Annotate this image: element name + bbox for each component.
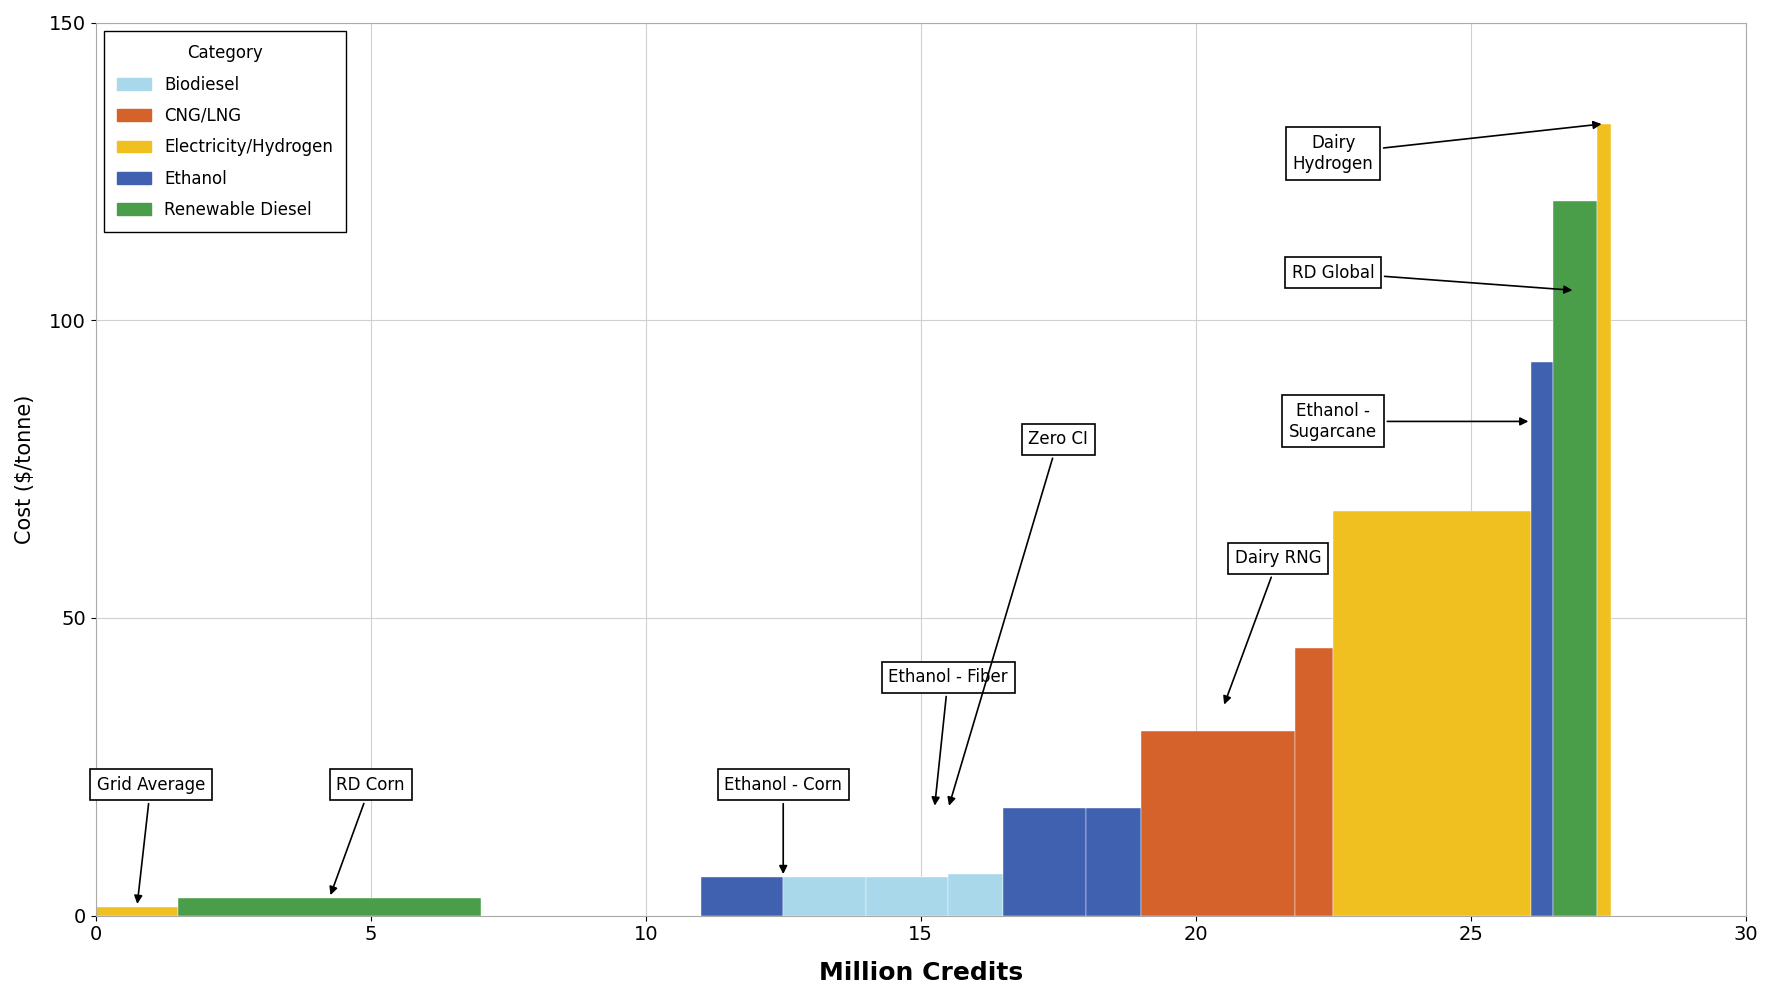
Text: Ethanol - Fiber: Ethanol - Fiber [888,668,1009,804]
Text: Dairy
Hydrogen: Dairy Hydrogen [1293,122,1599,173]
Text: RD Global: RD Global [1293,264,1571,293]
Text: Zero CI: Zero CI [949,430,1089,804]
Text: RD Corn: RD Corn [330,776,404,893]
Text: Dairy RNG: Dairy RNG [1223,549,1321,703]
Text: Grid Average: Grid Average [96,776,206,902]
X-axis label: Million Credits: Million Credits [819,961,1023,985]
Y-axis label: Cost ($/tonne): Cost ($/tonne) [14,394,35,544]
Legend: Biodiesel, CNG/LNG, Electricity/Hydrogen, Ethanol, Renewable Diesel: Biodiesel, CNG/LNG, Electricity/Hydrogen… [105,31,346,232]
Text: Ethanol - Corn: Ethanol - Corn [725,776,842,872]
Text: Ethanol -
Sugarcane: Ethanol - Sugarcane [1289,402,1527,441]
